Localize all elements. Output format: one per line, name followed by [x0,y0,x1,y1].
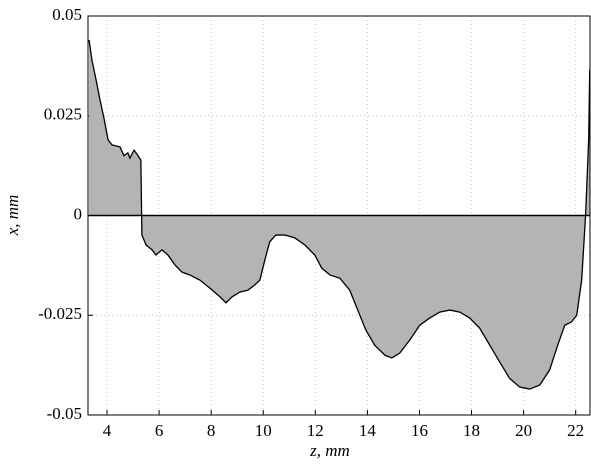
x-tick-label: 4 [103,421,112,440]
x-tick-label: 22 [567,421,584,440]
y-tick-label: -0.025 [38,304,82,323]
x-tick-label: 16 [411,421,428,440]
x-tick-label: 14 [359,421,377,440]
x-tick-label: 20 [515,421,532,440]
area-fill [89,39,590,390]
y-tick-label: 0.05 [52,5,82,24]
x-axis-label: z, mm [309,441,350,460]
x-tick-label: 8 [207,421,216,440]
x-tick-label: 12 [307,421,324,440]
y-tick-label: 0.025 [44,105,82,124]
data-line [88,39,591,390]
x-tick-label: 18 [463,421,480,440]
plot-frame [87,15,591,416]
y-tick-label: 0 [74,204,83,223]
y-tick-label: -0.05 [47,404,82,423]
x-tick-label: 6 [155,421,164,440]
x-tick-label: 10 [255,421,272,440]
y-axis-label: x, mm [3,195,22,237]
